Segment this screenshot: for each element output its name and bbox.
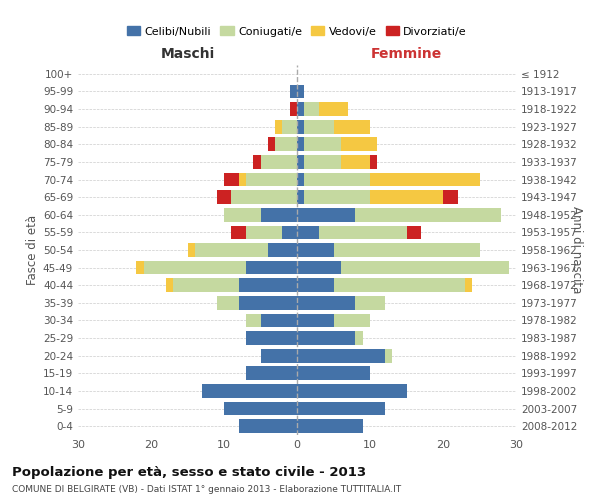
Bar	[355, 331, 362, 345]
Y-axis label: Fasce di età: Fasce di età	[26, 215, 39, 285]
Bar	[297, 349, 385, 362]
Bar	[239, 172, 246, 186]
Bar	[173, 278, 239, 292]
Bar	[297, 102, 304, 116]
Bar	[260, 314, 297, 328]
Bar	[297, 243, 334, 257]
Bar	[239, 278, 297, 292]
Bar	[304, 190, 370, 204]
Bar	[297, 84, 304, 98]
Bar	[370, 155, 377, 169]
Bar	[370, 190, 443, 204]
Bar	[297, 190, 304, 204]
Legend: Celibi/Nubili, Coniugati/e, Vedovi/e, Divorziati/e: Celibi/Nubili, Coniugati/e, Vedovi/e, Di…	[127, 26, 467, 36]
Bar	[224, 172, 239, 186]
Bar	[297, 226, 319, 239]
Bar	[290, 84, 297, 98]
Bar	[283, 226, 297, 239]
Bar	[246, 314, 260, 328]
Bar	[304, 138, 341, 151]
Bar	[187, 243, 195, 257]
Bar	[246, 366, 297, 380]
Bar	[297, 278, 334, 292]
Bar	[144, 260, 246, 274]
Bar	[319, 226, 407, 239]
Text: Femmine: Femmine	[371, 48, 442, 62]
Bar	[370, 172, 479, 186]
Bar	[297, 366, 370, 380]
Bar	[407, 226, 421, 239]
Bar	[260, 208, 297, 222]
Bar	[260, 349, 297, 362]
Bar	[260, 155, 297, 169]
Bar	[334, 243, 479, 257]
Bar	[341, 260, 509, 274]
Bar	[465, 278, 472, 292]
Bar	[334, 278, 465, 292]
Bar	[202, 384, 297, 398]
Text: Maschi: Maschi	[160, 48, 215, 62]
Bar	[297, 314, 334, 328]
Bar	[246, 260, 297, 274]
Bar	[319, 102, 348, 116]
Bar	[268, 243, 297, 257]
Bar	[246, 331, 297, 345]
Bar	[297, 296, 355, 310]
Bar	[304, 172, 370, 186]
Bar	[297, 138, 304, 151]
Bar	[385, 349, 392, 362]
Bar	[334, 314, 370, 328]
Y-axis label: Anni di nascita: Anni di nascita	[570, 206, 583, 294]
Bar	[355, 208, 502, 222]
Bar	[297, 120, 304, 134]
Bar	[239, 296, 297, 310]
Bar	[304, 102, 319, 116]
Bar	[355, 296, 385, 310]
Bar	[239, 420, 297, 433]
Bar	[297, 260, 341, 274]
Bar	[297, 155, 304, 169]
Bar	[275, 138, 297, 151]
Bar	[136, 260, 144, 274]
Bar	[275, 120, 283, 134]
Bar	[224, 402, 297, 415]
Bar	[253, 155, 260, 169]
Text: Popolazione per età, sesso e stato civile - 2013: Popolazione per età, sesso e stato civil…	[12, 466, 366, 479]
Bar	[195, 243, 268, 257]
Bar	[246, 172, 297, 186]
Bar	[166, 278, 173, 292]
Bar	[304, 120, 334, 134]
Bar	[304, 155, 341, 169]
Bar	[297, 172, 304, 186]
Bar	[232, 190, 297, 204]
Bar	[246, 226, 283, 239]
Bar	[290, 102, 297, 116]
Bar	[268, 138, 275, 151]
Bar	[297, 331, 355, 345]
Bar	[341, 138, 377, 151]
Bar	[297, 420, 362, 433]
Bar	[217, 190, 232, 204]
Bar	[224, 208, 260, 222]
Text: COMUNE DI BELGIRATE (VB) - Dati ISTAT 1° gennaio 2013 - Elaborazione TUTTITALIA.: COMUNE DI BELGIRATE (VB) - Dati ISTAT 1°…	[12, 485, 401, 494]
Bar	[297, 402, 385, 415]
Bar	[443, 190, 458, 204]
Bar	[232, 226, 246, 239]
Bar	[341, 155, 370, 169]
Bar	[283, 120, 297, 134]
Bar	[297, 208, 355, 222]
Bar	[334, 120, 370, 134]
Bar	[297, 384, 407, 398]
Bar	[217, 296, 239, 310]
